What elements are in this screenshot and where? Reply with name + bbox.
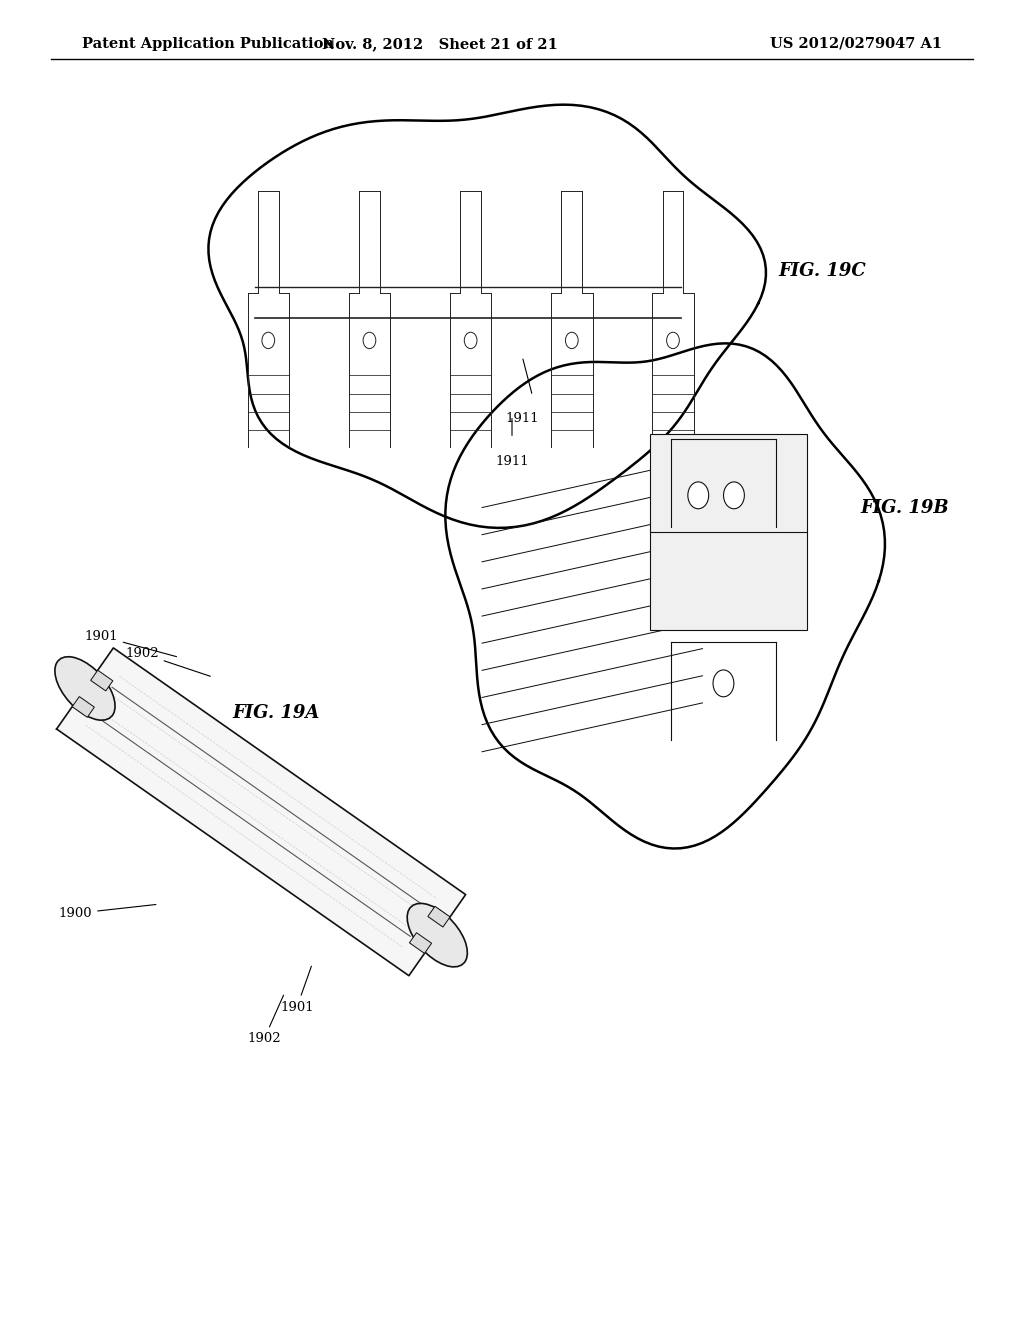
Text: 1902: 1902 xyxy=(125,647,210,676)
Text: FIG. 19C: FIG. 19C xyxy=(778,261,866,280)
Ellipse shape xyxy=(55,657,115,721)
Bar xyxy=(650,434,807,630)
Text: FIG. 19A: FIG. 19A xyxy=(232,704,321,722)
Polygon shape xyxy=(73,697,94,717)
Text: US 2012/0279047 A1: US 2012/0279047 A1 xyxy=(770,37,942,51)
Text: 1901: 1901 xyxy=(281,966,313,1014)
Polygon shape xyxy=(56,648,466,975)
Polygon shape xyxy=(91,671,113,690)
Circle shape xyxy=(364,333,376,348)
Text: 1900: 1900 xyxy=(58,904,156,920)
Text: Patent Application Publication: Patent Application Publication xyxy=(82,37,334,51)
Circle shape xyxy=(688,482,709,508)
Text: FIG. 19B: FIG. 19B xyxy=(860,499,949,517)
Text: 1911: 1911 xyxy=(667,519,728,540)
Ellipse shape xyxy=(408,903,467,966)
Circle shape xyxy=(565,333,579,348)
Circle shape xyxy=(713,671,734,697)
Polygon shape xyxy=(428,907,450,927)
Polygon shape xyxy=(445,343,885,849)
Text: 1911: 1911 xyxy=(506,412,539,425)
Circle shape xyxy=(667,333,679,348)
Circle shape xyxy=(724,482,744,508)
Circle shape xyxy=(262,333,274,348)
Text: 1902: 1902 xyxy=(248,995,284,1045)
Circle shape xyxy=(464,333,477,348)
Text: Nov. 8, 2012   Sheet 21 of 21: Nov. 8, 2012 Sheet 21 of 21 xyxy=(323,37,558,51)
Polygon shape xyxy=(410,933,431,953)
Polygon shape xyxy=(209,104,766,528)
Text: 1901: 1901 xyxy=(84,630,176,656)
Text: 1910: 1910 xyxy=(684,471,745,494)
Text: 1911: 1911 xyxy=(496,455,528,469)
